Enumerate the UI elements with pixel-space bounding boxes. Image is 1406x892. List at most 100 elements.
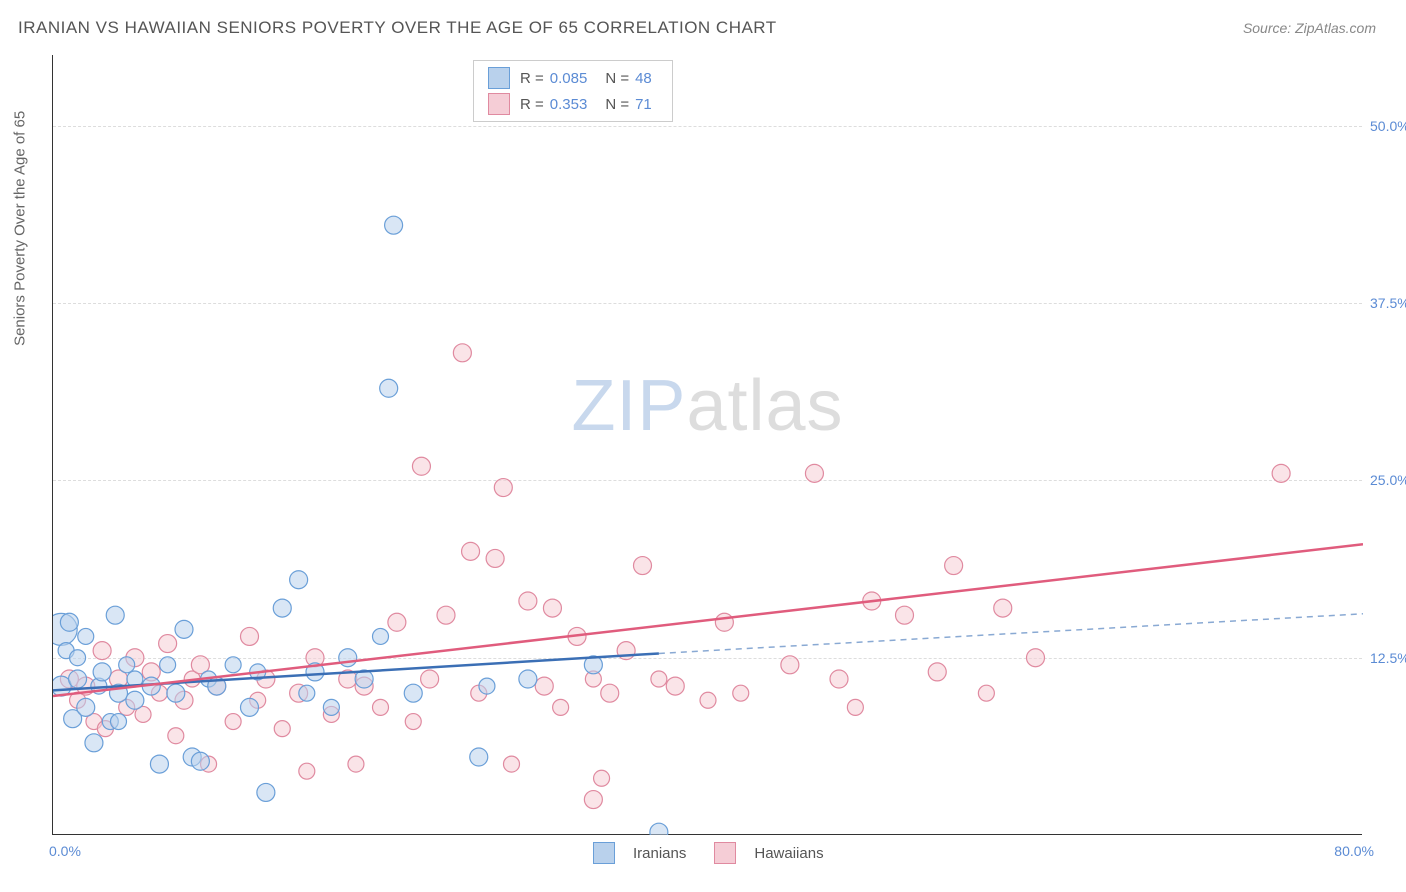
hawaiians-point [928,663,946,681]
legend-n-label-2: N = [605,96,629,113]
chart-container: Seniors Poverty Over the Age of 65 ZIPat… [30,55,1380,855]
legend-n-hawaiians: 71 [635,96,652,113]
iranians-point [650,823,668,835]
iranians-point [126,691,144,709]
y-tick-label: 37.5% [1370,295,1406,311]
legend-label-iranians: Iranians [633,845,686,862]
iranians-point [519,670,537,688]
x-tick-max: 80.0% [1334,843,1374,859]
hawaiians-trend-line [53,544,1363,696]
iranians-point [111,714,127,730]
y-tick-label: 50.0% [1370,118,1406,134]
hawaiians-point [994,599,1012,617]
hawaiians-point [168,728,184,744]
legend-r-label-2: R = [520,96,544,113]
hawaiians-point [412,457,430,475]
hawaiians-point [494,479,512,497]
iranians-point [380,379,398,397]
hawaiians-point [830,670,848,688]
source-label: Source: [1243,20,1295,36]
iranians-point [479,678,495,694]
hawaiians-point [781,656,799,674]
y-tick-label: 25.0% [1370,472,1406,488]
iranians-point [470,748,488,766]
iranians-point [225,657,241,673]
iranians-point [167,684,185,702]
iranians-point [273,599,291,617]
swatch-iranians-2 [593,842,615,864]
legend-row-hawaiians: R = 0.353 N = 71 [474,91,672,117]
iranians-point [119,657,135,673]
iranians-point [373,628,389,644]
hawaiians-point [241,627,259,645]
hawaiians-point [945,557,963,575]
hawaiians-point [1272,464,1290,482]
hawaiians-point [535,677,553,695]
swatch-iranians [488,67,510,89]
hawaiians-point [504,756,520,772]
legend-bottom-iranians: Iranians [593,842,686,864]
source-name: ZipAtlas.com [1295,20,1376,36]
iranians-point [191,752,209,770]
legend-n-iranians: 48 [635,70,652,87]
source-attribution: Source: ZipAtlas.com [1243,20,1376,36]
hawaiians-point [543,599,561,617]
legend-bottom: Iranians Hawaiians [593,842,824,864]
iranians-point [69,670,87,688]
hawaiians-point [159,635,177,653]
hawaiians-point [700,692,716,708]
iranians-point [290,571,308,589]
hawaiians-point [584,791,602,809]
hawaiians-point [462,542,480,560]
swatch-hawaiians [488,93,510,115]
x-tick-min: 0.0% [49,843,81,859]
iranians-point [323,699,339,715]
iranians-point [70,650,86,666]
hawaiians-point [553,699,569,715]
hawaiians-point [519,592,537,610]
legend-top: R = 0.085 N = 48 R = 0.353 N = 71 [473,60,673,122]
hawaiians-point [373,699,389,715]
hawaiians-point [978,685,994,701]
hawaiians-point [348,756,364,772]
hawaiians-point [594,770,610,786]
hawaiians-point [93,642,111,660]
iranians-point [60,613,78,631]
iranians-point [85,734,103,752]
hawaiians-point [486,549,504,567]
hawaiians-point [847,699,863,715]
legend-bottom-hawaiians: Hawaiians [714,842,823,864]
iranians-point [78,628,94,644]
iranians-point [404,684,422,702]
y-axis-label: Seniors Poverty Over the Age of 65 [12,111,29,346]
iranians-point [175,620,193,638]
hawaiians-point [405,714,421,730]
iranians-point [241,698,259,716]
iranians-point [150,755,168,773]
hawaiians-point [453,344,471,362]
iranians-point [385,216,403,234]
hawaiians-point [733,685,749,701]
hawaiians-point [388,613,406,631]
plot-area: ZIPatlas 12.5%25.0%37.5%50.0% 0.0% 80.0%… [52,55,1362,835]
legend-label-hawaiians: Hawaiians [754,845,823,862]
hawaiians-point [896,606,914,624]
header: IRANIAN VS HAWAIIAN SENIORS POVERTY OVER… [0,0,1406,48]
hawaiians-point [666,677,684,695]
hawaiians-point [225,714,241,730]
scatter-svg [53,55,1363,835]
hawaiians-point [601,684,619,702]
hawaiians-point [274,721,290,737]
hawaiians-point [805,464,823,482]
iranians-point [339,649,357,667]
iranians-point [77,698,95,716]
hawaiians-point [634,557,652,575]
legend-n-label: N = [605,70,629,87]
iranians-trend-dash [659,614,1363,654]
hawaiians-point [651,671,667,687]
hawaiians-point [437,606,455,624]
legend-r-label: R = [520,70,544,87]
y-tick-label: 12.5% [1370,650,1406,666]
iranians-point [93,663,111,681]
hawaiians-point [1027,649,1045,667]
